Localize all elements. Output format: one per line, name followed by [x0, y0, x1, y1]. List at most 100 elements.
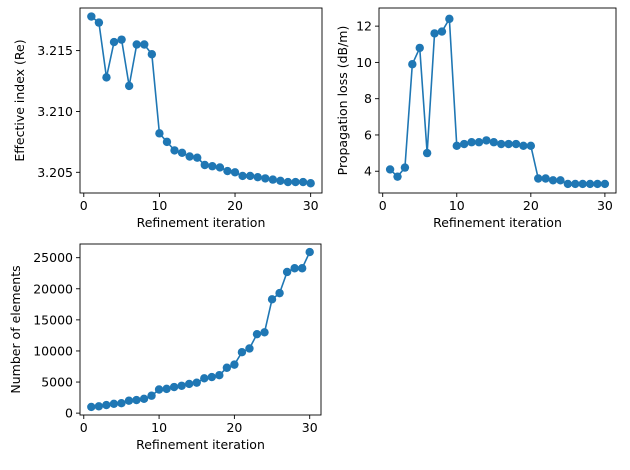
- data-point: [275, 288, 284, 298]
- data-point: [534, 174, 543, 183]
- data-point: [207, 372, 216, 382]
- data-point: [139, 394, 149, 404]
- data-point: [393, 172, 402, 181]
- y-tick-label: 3.215: [37, 43, 73, 58]
- data-point: [400, 163, 410, 172]
- data-point: [548, 176, 558, 185]
- data-point: [87, 402, 96, 412]
- data-point: [140, 40, 149, 49]
- data-point: [223, 166, 232, 176]
- data-point: [230, 168, 240, 177]
- y-tick-label: 20000: [33, 281, 73, 296]
- data-point: [132, 395, 141, 405]
- subplot-2: 0 10 20 30 4 6 8 10 12 Refinement iteration Propag…: [335, 7, 617, 230]
- y-tick-label: 8: [364, 91, 372, 106]
- data-point: [571, 179, 580, 189]
- y-axis-label: Propagation loss (dB/m): [335, 26, 350, 176]
- data-point: [452, 141, 461, 151]
- data-point: [445, 14, 454, 24]
- data-point: [147, 50, 157, 59]
- data-point: [193, 153, 202, 162]
- x-tick-label: 0: [379, 198, 387, 213]
- data-point: [253, 172, 262, 182]
- data-point: [408, 60, 417, 69]
- y-tick-label: 4: [364, 164, 372, 179]
- x-tick-label: 30: [597, 198, 613, 213]
- data-point: [474, 138, 484, 147]
- x-tick-label: 30: [303, 198, 319, 213]
- data-point: [467, 138, 476, 147]
- y-tick-label: 10: [356, 55, 372, 70]
- x-tick-label: 10: [151, 198, 167, 213]
- data-point: [102, 73, 111, 82]
- data-point: [252, 329, 262, 339]
- x-tick-label: 0: [80, 198, 88, 213]
- y-tick-label: 5000: [41, 375, 73, 390]
- data-point: [192, 378, 201, 387]
- data-point: [276, 176, 285, 186]
- data-point: [430, 29, 439, 38]
- data-point: [585, 179, 595, 189]
- x-axis-label: Refinement iteration: [137, 215, 266, 230]
- data-point: [578, 179, 587, 189]
- x-tick-label: 20: [523, 198, 539, 213]
- data-point: [306, 179, 315, 188]
- data-point: [504, 139, 513, 149]
- data-point: [102, 400, 111, 410]
- data-point: [600, 179, 610, 189]
- x-axis-label: Refinement iteration: [433, 215, 562, 230]
- data-point: [245, 344, 254, 353]
- x-tick-label: 20: [227, 198, 243, 213]
- data-point: [117, 398, 126, 408]
- data-point: [422, 148, 432, 158]
- data-point: [415, 43, 424, 53]
- data-point: [87, 12, 96, 21]
- y-tick-label: 10000: [33, 343, 73, 358]
- data-point: [185, 152, 194, 161]
- data-point: [245, 171, 255, 181]
- data-point: [94, 18, 104, 27]
- data-point: [290, 264, 299, 273]
- y-tick-label: 6: [364, 127, 372, 142]
- subplot-1: 0 10 20 30 3.205 3.210 3.215 Refinement iterati…: [12, 7, 323, 230]
- data-point: [155, 129, 164, 138]
- axes-frame: [79, 7, 323, 194]
- data-point: [282, 267, 292, 277]
- data-point: [268, 175, 278, 184]
- data-point: [147, 391, 156, 400]
- data-point: [230, 360, 239, 369]
- data-point: [482, 136, 491, 145]
- data-point: [109, 399, 119, 409]
- data-point: [291, 177, 300, 187]
- axes-frame: [378, 7, 617, 194]
- data-point: [556, 176, 565, 185]
- data-point: [497, 139, 506, 149]
- data-point: [177, 381, 186, 390]
- data-point: [238, 171, 247, 181]
- data-point: [298, 177, 308, 187]
- y-axis-label: Effective index (Re): [12, 39, 27, 161]
- data-point: [117, 35, 126, 44]
- data-point: [185, 379, 194, 389]
- data-point: [526, 141, 536, 151]
- data-point: [222, 363, 232, 372]
- data-point: [511, 139, 521, 149]
- data-point: [459, 139, 469, 149]
- y-tick-label: 12: [356, 19, 372, 34]
- data-point: [541, 174, 550, 183]
- data-point: [305, 247, 314, 257]
- y-axis-label: Number of elements: [8, 265, 23, 393]
- y-tick-label: 3.210: [37, 104, 73, 119]
- data-point: [162, 384, 171, 394]
- x-tick-label: 0: [80, 420, 88, 435]
- data-point: [177, 148, 187, 158]
- data-point: [169, 382, 179, 392]
- data-point: [124, 396, 134, 405]
- data-point: [208, 162, 217, 171]
- x-axis-label: Refinement iteration: [136, 437, 265, 452]
- x-tick-label: 10: [151, 420, 167, 435]
- x-tick-label: 30: [302, 420, 318, 435]
- data-point: [154, 385, 164, 394]
- data-point: [124, 81, 134, 91]
